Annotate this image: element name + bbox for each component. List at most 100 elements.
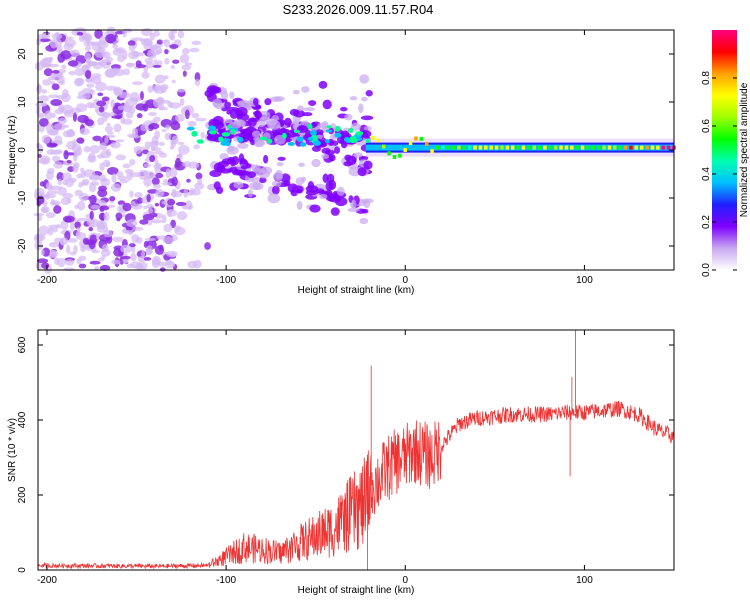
spectrogram-noise-blob	[177, 153, 183, 158]
spectrogram-noise-blob	[75, 77, 85, 86]
spectrogram-branch-blob	[363, 160, 373, 170]
spectrogram-branch-blob	[238, 153, 245, 164]
spectrogram-noise-blob	[200, 131, 205, 140]
spectrogram-branch-blob	[365, 90, 373, 97]
spectrogram-noise-blob	[45, 123, 55, 134]
spectrogram-branch-blob	[349, 96, 358, 101]
spectrogram-hot-blob	[348, 127, 354, 133]
carrier-core-segment	[527, 145, 531, 150]
carrier-core-segment	[639, 145, 644, 150]
spectrogram-hot-blob	[186, 126, 195, 131]
spectrogram-noise-blob	[161, 129, 167, 133]
spectrogram-x-ticks: -200 -100 0 100	[37, 30, 593, 286]
spectrogram-noise-blob	[98, 142, 108, 151]
spectrogram-noise-blob	[191, 40, 202, 46]
spectrogram-noise-blob	[66, 197, 72, 204]
spectrogram-noise-blob	[97, 117, 105, 126]
spectrogram-noise-blob	[183, 188, 189, 198]
spectrogram-noise-blob	[47, 168, 55, 174]
spectrogram-branch-blob	[251, 164, 262, 172]
spectrogram-noise-blob	[115, 212, 123, 220]
carrier-core-segment	[473, 145, 477, 150]
spectrogram-branch-blob	[357, 167, 367, 177]
spectrogram-noise-blob	[174, 114, 185, 122]
spectrogram-noise-blob	[204, 242, 211, 250]
spectrogram-hot-blob	[355, 131, 364, 136]
spectrogram-noise-blob	[194, 79, 201, 87]
spectrogram-noise-blob	[54, 31, 60, 39]
spectrogram-noise-blob	[99, 206, 105, 212]
spectrogram-noise-blob	[182, 161, 192, 168]
spectrogram-branch-blob	[273, 172, 283, 182]
spectrogram-noise-blob	[101, 244, 109, 253]
spectrogram-branch-blob	[360, 115, 374, 121]
spectrogram-noise-blob	[97, 189, 108, 198]
spectrogram-noise-blob	[169, 167, 178, 178]
carrier-core-segment	[398, 153, 402, 158]
spectrogram-noise-blob	[152, 64, 162, 68]
spectrogram-hot-blob	[300, 142, 307, 147]
spectrogram-noise-blob	[197, 178, 203, 186]
spectrogram-branch-blob	[309, 204, 321, 213]
spectrogram-noise-blob	[117, 105, 125, 110]
spectrogram-noise-blob	[151, 258, 161, 269]
spectrogram-noise-blob	[175, 201, 187, 207]
spectrogram-branch-blob	[207, 134, 219, 141]
spectrogram-noise-blob	[57, 53, 65, 63]
spectrogram-noise-blob	[85, 45, 92, 52]
spectrogram-y-ticks: -20 -10 0 10 20	[17, 48, 674, 253]
carrier-core-segment	[387, 151, 391, 156]
spectrogram-hot-blob	[196, 139, 204, 144]
spectrogram-branch-blob	[253, 97, 259, 106]
spectrogram-noise-blob	[149, 155, 156, 163]
spectrogram-noise-blob	[110, 141, 121, 149]
spectrogram-y-label: Frequency (Hz)	[7, 116, 18, 185]
carrier-core-segment	[634, 145, 639, 150]
snr-background	[38, 330, 674, 570]
spectrogram-noise-blob	[187, 205, 194, 210]
spectrogram-noise-blob	[152, 212, 158, 218]
spectrogram-noise-blob	[38, 117, 49, 127]
carrier-core-segment	[559, 145, 563, 150]
carrier-core-segment	[591, 145, 596, 150]
spectrogram-branch-blob	[318, 80, 328, 89]
spectrogram-noise-blob	[65, 258, 75, 266]
spectrogram-noise-blob	[150, 145, 156, 152]
spectrogram-noise-blob	[155, 189, 165, 198]
spectrogram-branch-blob	[227, 156, 235, 164]
spectrogram-noise-blob	[143, 40, 153, 46]
spectrogram-noise-blob	[48, 94, 60, 99]
spectrogram-noise-blob	[83, 169, 96, 178]
spectrogram-noise-blob	[195, 172, 203, 180]
spectrogram-noise-blob	[36, 258, 49, 264]
spectrogram-hot-blob	[191, 130, 198, 137]
spectrogram-noise-blob	[120, 244, 132, 254]
spectrogram-noise-blob	[128, 45, 136, 51]
spectrogram-noise-blob	[69, 49, 75, 55]
spectrogram-noise-blob	[34, 61, 44, 71]
spectrogram-noise-blob	[131, 226, 144, 231]
spectrogram-noise-blob	[135, 236, 143, 244]
spectrogram-branch-blob	[220, 91, 229, 100]
x-tick-label: 0	[402, 275, 408, 286]
spectrogram-noise-blob	[169, 145, 175, 150]
spectrogram-noise-blob	[53, 161, 64, 169]
spectrogram-branch-blob	[271, 180, 282, 187]
spectrogram-noise-blob	[110, 183, 122, 192]
x-tick-label: -100	[216, 275, 236, 286]
spectrogram-noise-blob	[36, 37, 41, 46]
spectrogram-branch-blob	[273, 96, 285, 102]
spectrogram-noise-blob	[130, 253, 137, 262]
spectrogram-noise-blobs	[33, 26, 211, 275]
spectrogram-noise-blob	[134, 192, 143, 198]
spectrogram-branch-blob	[351, 199, 357, 210]
spectrogram-noise-blob	[66, 140, 77, 150]
spectrogram-noise-blob	[129, 190, 134, 198]
spectrogram-noise-blob	[38, 95, 49, 103]
spectrogram-noise-blob	[136, 113, 143, 119]
colorbar: 0.0 0.2 0.4 0.6 0.8 Normalized spectral ampl…	[701, 30, 750, 277]
carrier-core-segment	[484, 145, 488, 150]
carrier-core-segment	[650, 145, 655, 150]
spectrogram-noise-blob	[78, 263, 87, 269]
spectrogram-branch-blob	[336, 186, 345, 196]
